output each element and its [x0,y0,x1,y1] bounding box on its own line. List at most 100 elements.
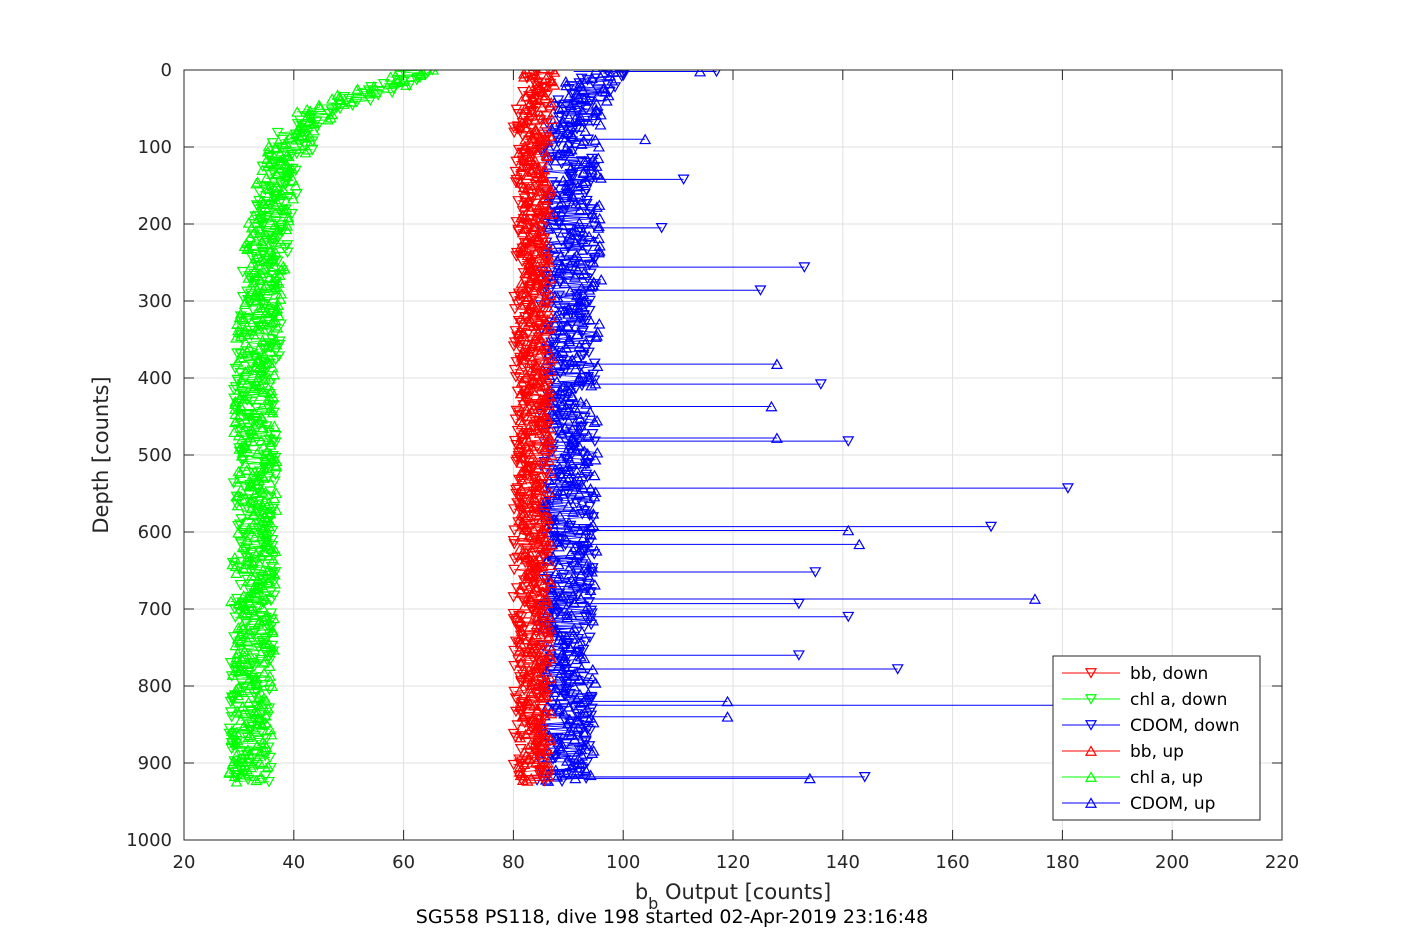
data-point [522,345,535,357]
data-point [573,340,586,352]
spike-point [853,538,866,550]
data-point [248,266,261,277]
data-point [558,684,571,696]
data-point [557,174,570,186]
data-point [526,166,539,177]
spike-point [891,664,904,675]
data-point [531,70,541,78]
data-point [281,240,294,251]
data-point [538,421,551,432]
data-point [529,742,542,753]
data-point [589,486,602,498]
data-point [566,409,579,420]
data-point [518,599,531,611]
data-point [226,758,239,769]
data-point [228,416,242,428]
data-point [258,511,271,522]
axis-ticks [183,69,1283,841]
data-point [226,695,239,707]
data-point [536,101,549,112]
data-point [259,453,272,464]
data-point [274,293,287,304]
data-point [521,469,534,480]
data-point [565,759,578,771]
data-point [530,662,543,674]
x-tick-label: 80 [502,852,525,873]
data-point [259,771,272,782]
data-point [313,99,326,110]
spike-point [765,400,778,412]
data-point [569,402,582,414]
data-point [266,680,279,691]
spike-point [712,70,721,78]
data-point [539,706,552,717]
data-point [263,357,276,368]
data-point [591,414,604,426]
data-point [324,112,337,123]
data-point [260,306,273,317]
data-point [541,159,554,170]
data-point [289,179,302,191]
data-point [551,607,564,619]
data-point [268,492,281,504]
data-point [263,157,276,169]
data-point [584,584,597,595]
data-point [584,529,598,540]
spike-point [655,223,668,234]
data-point [535,309,548,321]
legend-label: bb, down [1130,664,1208,684]
data-point [236,753,249,764]
data-point [263,670,276,681]
data-point [267,391,280,403]
data-point [575,257,588,269]
data-point [269,270,282,282]
data-point [542,770,555,782]
data-point [233,409,246,420]
x-tick-labels: 20 40 60 80 100 120 140 160 180 200 220 [173,852,1300,873]
data-point [578,622,591,633]
data-point [581,75,594,86]
data-point [276,227,289,238]
data-point [369,86,382,98]
data-point [236,456,249,467]
data-point [594,118,607,130]
data-point [548,513,561,525]
spike-point [809,567,822,578]
data-point [247,382,260,393]
data-point [384,71,397,82]
data-point [538,730,551,741]
data-point [552,660,565,671]
legend-label: CDOM, up [1130,794,1215,814]
data-point [606,74,619,86]
data-point [238,298,251,310]
data-point [229,639,242,651]
data-point [253,274,266,286]
spike-point [721,711,734,722]
data-point [556,634,569,646]
data-point [257,603,270,614]
data-point [508,564,521,576]
data-point [391,73,404,84]
data-point [525,595,538,607]
data-point [237,562,250,573]
data-point [551,489,564,501]
data-point [584,335,597,347]
data-point [296,129,309,140]
data-point [574,111,587,122]
data-point [541,373,554,384]
data-point [247,518,260,529]
data-point [538,242,551,253]
data-point [519,412,532,424]
data-point [584,613,597,625]
data-point [350,84,363,96]
data-point [561,755,574,766]
y-tick-label: 300 [138,291,172,312]
data-point [564,547,577,559]
data-point [261,506,274,518]
data-point [533,199,546,210]
data-point [544,467,557,478]
data-point [569,236,582,248]
data-point [345,96,358,107]
data-point [541,743,554,755]
data-point [232,526,245,538]
